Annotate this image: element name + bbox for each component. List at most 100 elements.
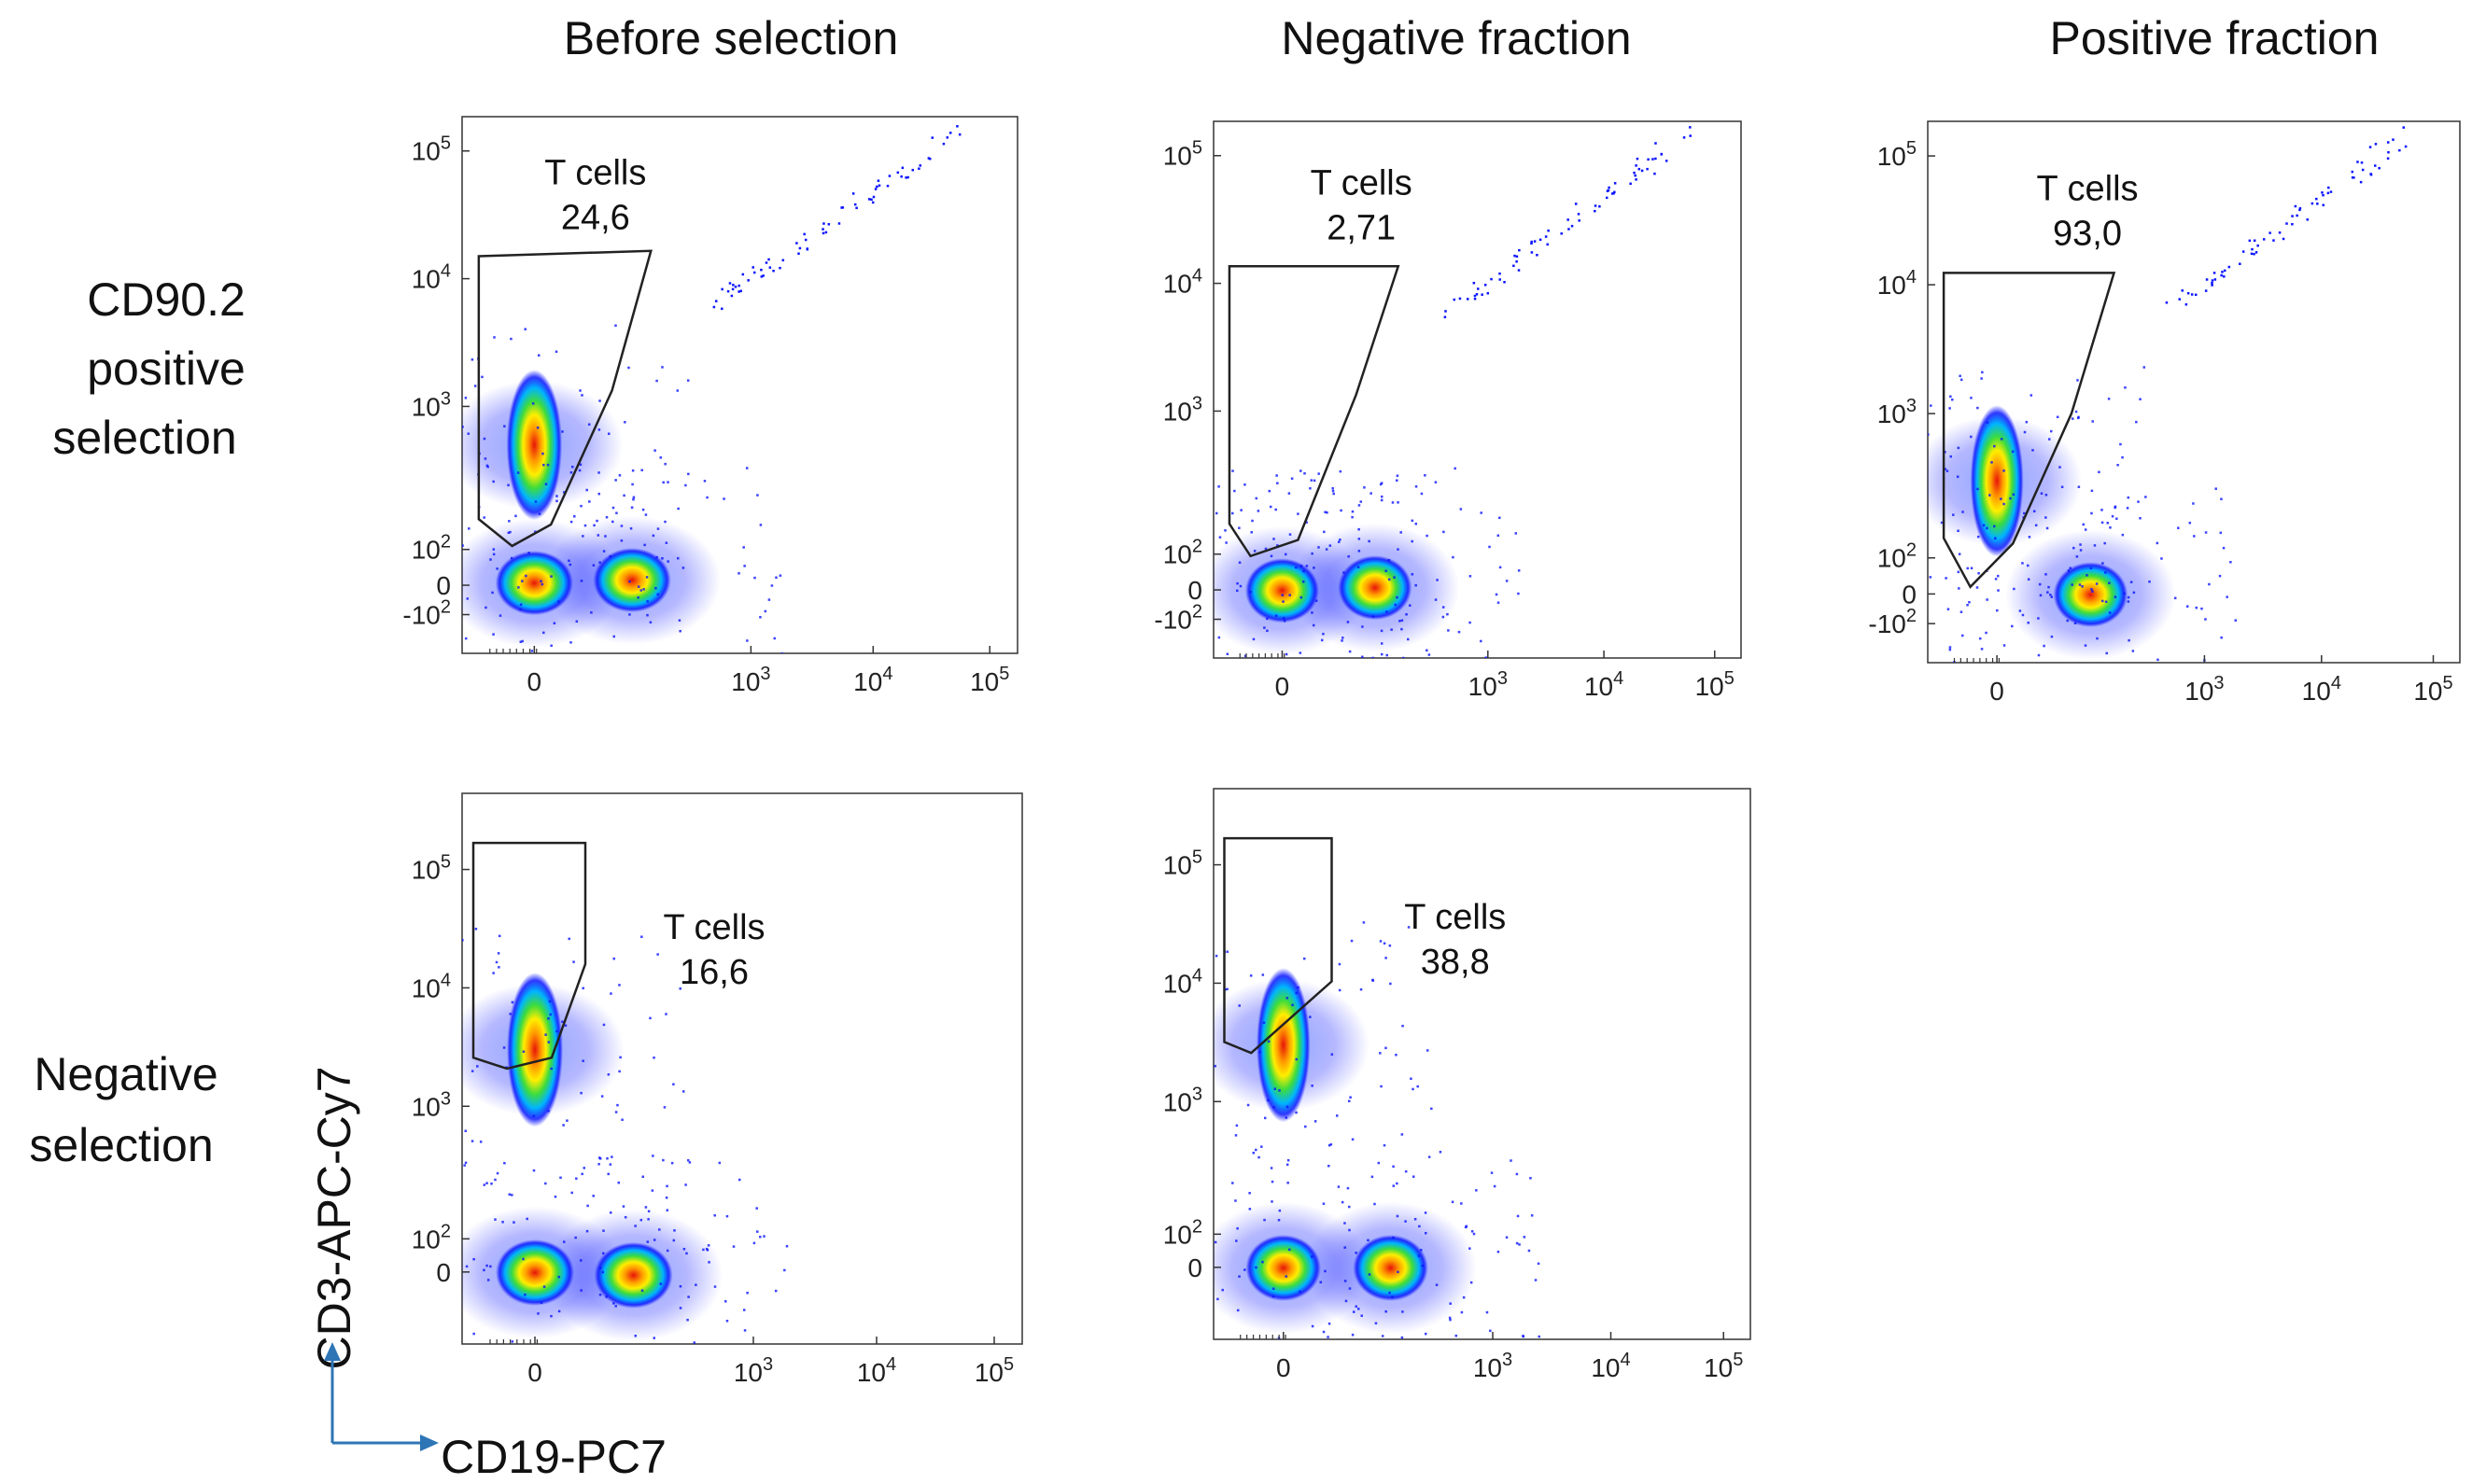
event-dot (450, 497, 453, 499)
event-dot (2221, 271, 2224, 273)
event-dot (1347, 1205, 1351, 1209)
y-tick-label: 0 (1902, 580, 1917, 609)
event-dot (611, 520, 614, 524)
event-dot (1443, 315, 1447, 319)
event-dot (492, 972, 495, 974)
event-dot (2298, 208, 2301, 212)
event-dot (1261, 973, 1265, 976)
event-dot (1351, 1138, 1355, 1141)
event-dot (1272, 1106, 1275, 1109)
event-dot (493, 336, 496, 339)
event-dot (1948, 407, 1951, 410)
event-dot (526, 1217, 528, 1221)
event-dot (1498, 272, 1501, 275)
event-dot (2018, 609, 2022, 612)
event-dot (458, 1220, 461, 1223)
event-dot (1257, 1155, 1260, 1159)
y-tick-label: 103 (412, 1088, 451, 1121)
event-dot (1420, 1249, 1423, 1252)
event-dot (631, 1395, 634, 1398)
event-dot (598, 399, 601, 402)
event-dot (597, 428, 601, 431)
event-dot (600, 1095, 604, 1098)
event-dot (571, 465, 574, 469)
event-dot (1407, 637, 1410, 641)
event-dot (2114, 673, 2116, 676)
event-dot (2034, 701, 2037, 704)
event-dot (437, 387, 440, 390)
event-dot (759, 616, 762, 619)
event-dot (489, 1265, 492, 1268)
event-dot (550, 644, 553, 648)
event-dot (616, 1103, 619, 1107)
event-dot (2071, 417, 2074, 420)
event-dot (1496, 1250, 1500, 1253)
event-dot (1957, 446, 1960, 450)
event-dot (1490, 1171, 1494, 1174)
event-dot (471, 358, 474, 361)
event-dot (439, 959, 442, 962)
y-tick-label: 102 (1163, 1216, 1202, 1249)
event-dot (408, 1375, 411, 1378)
event-dot (1218, 536, 1222, 539)
event-dot (1235, 674, 1238, 677)
event-dot (2043, 644, 2045, 648)
event-dot (1311, 1255, 1313, 1258)
event-dot (1317, 546, 1320, 549)
y-tick-label: 105 (1877, 138, 1917, 171)
event-dot (1155, 1384, 1158, 1387)
event-dot (1570, 224, 1574, 228)
event-dot (2195, 606, 2198, 609)
event-dot (454, 628, 456, 631)
event-dot (1169, 585, 1172, 588)
event-dot (723, 497, 725, 500)
event-dot (670, 1161, 674, 1165)
event-dot (1235, 1239, 1238, 1242)
event-dot (620, 539, 624, 542)
event-dot (661, 556, 664, 560)
event-dot (2091, 590, 2094, 593)
event-dot (2147, 665, 2150, 667)
event-dot (1339, 469, 1342, 473)
event-dot (1477, 287, 1480, 290)
event-dot (653, 1337, 656, 1339)
event-dot (1924, 592, 1927, 595)
event-dot (596, 519, 598, 523)
event-dot (1359, 987, 1363, 991)
event-dot (592, 564, 596, 567)
event-dot (2050, 635, 2054, 638)
event-dot (1970, 397, 1973, 399)
event-dot (2089, 567, 2093, 570)
event-dot (521, 580, 524, 582)
event-dot (1178, 1272, 1181, 1275)
event-dot (1282, 616, 1285, 620)
column-header-before: Before selection (564, 12, 899, 64)
event-dot (561, 430, 564, 433)
event-dot (588, 693, 591, 695)
event-dot (1284, 553, 1287, 556)
event-dot (1179, 487, 1182, 490)
event-dot (695, 1283, 697, 1286)
event-dot (1397, 548, 1399, 551)
event-dot (1633, 171, 1636, 175)
event-dot (2315, 197, 2318, 201)
event-dot (1269, 505, 1272, 509)
event-dot (1408, 660, 1411, 663)
event-dot (544, 483, 548, 485)
event-dot (651, 1189, 654, 1192)
event-dot (485, 1373, 488, 1376)
event-dot (534, 530, 537, 534)
event-dot (458, 562, 461, 565)
event-dot (2045, 526, 2049, 530)
event-dot (1386, 694, 1389, 697)
event-dot (2031, 449, 2034, 452)
x-tick-label: 103 (731, 664, 770, 696)
event-dot (1496, 601, 1500, 604)
event-dot (1327, 667, 1329, 670)
event-dot (1176, 1122, 1179, 1125)
event-dot (1185, 1307, 1187, 1309)
event-dot (442, 349, 444, 352)
event-dot (1309, 487, 1312, 490)
event-dot (1861, 413, 1863, 416)
